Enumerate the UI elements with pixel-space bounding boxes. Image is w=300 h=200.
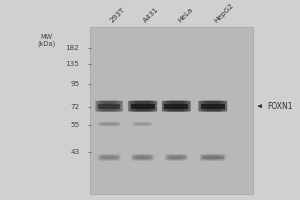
- FancyBboxPatch shape: [200, 100, 225, 112]
- Text: 43: 43: [70, 149, 80, 155]
- FancyBboxPatch shape: [101, 122, 117, 126]
- FancyBboxPatch shape: [100, 100, 119, 112]
- FancyBboxPatch shape: [133, 100, 153, 112]
- FancyBboxPatch shape: [131, 154, 154, 160]
- FancyBboxPatch shape: [101, 101, 117, 112]
- FancyBboxPatch shape: [133, 154, 152, 161]
- FancyBboxPatch shape: [98, 154, 121, 160]
- FancyBboxPatch shape: [135, 154, 151, 161]
- Bar: [100, 156, 118, 159]
- FancyBboxPatch shape: [104, 122, 114, 126]
- FancyBboxPatch shape: [99, 154, 119, 161]
- Text: 95: 95: [70, 81, 80, 87]
- FancyBboxPatch shape: [99, 122, 119, 126]
- FancyBboxPatch shape: [98, 122, 121, 126]
- FancyBboxPatch shape: [207, 102, 219, 111]
- FancyBboxPatch shape: [162, 101, 191, 111]
- FancyBboxPatch shape: [165, 154, 188, 160]
- Text: 135: 135: [65, 61, 80, 67]
- Text: A431: A431: [143, 6, 160, 24]
- FancyBboxPatch shape: [98, 100, 121, 112]
- FancyBboxPatch shape: [137, 102, 148, 111]
- Bar: [90, 27, 253, 194]
- Bar: [131, 104, 155, 109]
- Text: FOXN1: FOXN1: [267, 102, 293, 111]
- Bar: [167, 156, 186, 159]
- FancyBboxPatch shape: [103, 122, 116, 126]
- Text: HeLa: HeLa: [176, 7, 194, 24]
- FancyBboxPatch shape: [172, 155, 181, 160]
- FancyBboxPatch shape: [103, 102, 115, 111]
- FancyBboxPatch shape: [95, 101, 123, 111]
- FancyBboxPatch shape: [135, 101, 151, 112]
- Text: 182: 182: [65, 45, 80, 51]
- FancyBboxPatch shape: [104, 155, 114, 160]
- Bar: [202, 156, 224, 159]
- Bar: [164, 104, 188, 109]
- Bar: [100, 123, 118, 125]
- FancyBboxPatch shape: [136, 154, 149, 160]
- FancyBboxPatch shape: [204, 154, 222, 161]
- FancyBboxPatch shape: [130, 100, 155, 112]
- Bar: [201, 104, 225, 109]
- FancyBboxPatch shape: [200, 154, 226, 160]
- FancyBboxPatch shape: [206, 154, 220, 160]
- FancyBboxPatch shape: [202, 154, 224, 161]
- Text: 55: 55: [70, 122, 80, 128]
- FancyBboxPatch shape: [167, 154, 186, 161]
- FancyBboxPatch shape: [168, 101, 184, 112]
- Bar: [98, 104, 121, 109]
- FancyBboxPatch shape: [128, 101, 157, 111]
- FancyBboxPatch shape: [170, 102, 182, 111]
- FancyBboxPatch shape: [202, 100, 223, 112]
- FancyBboxPatch shape: [164, 100, 188, 112]
- FancyBboxPatch shape: [166, 100, 186, 112]
- FancyBboxPatch shape: [198, 101, 227, 111]
- FancyBboxPatch shape: [101, 154, 117, 161]
- Text: 72: 72: [70, 104, 80, 110]
- FancyBboxPatch shape: [207, 155, 218, 160]
- FancyBboxPatch shape: [168, 154, 184, 161]
- Bar: [133, 156, 152, 159]
- FancyBboxPatch shape: [205, 101, 221, 112]
- FancyBboxPatch shape: [170, 154, 183, 160]
- Text: 293T: 293T: [109, 7, 126, 24]
- Bar: [134, 123, 151, 125]
- Text: MW
(kDa): MW (kDa): [38, 34, 56, 47]
- FancyBboxPatch shape: [133, 122, 153, 126]
- Text: HepG2: HepG2: [213, 2, 235, 24]
- FancyBboxPatch shape: [103, 154, 116, 160]
- FancyBboxPatch shape: [138, 155, 147, 160]
